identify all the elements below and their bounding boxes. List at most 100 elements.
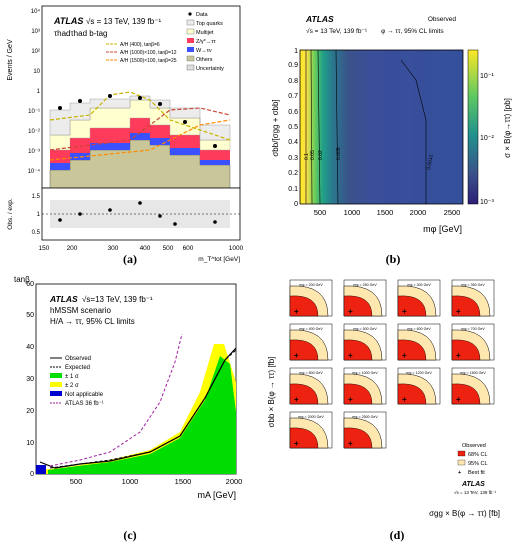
ytick: 0.5 bbox=[32, 230, 41, 236]
ytick: 0.6 bbox=[288, 109, 298, 116]
panel-b-contour-labels: 0.1 0.05 0.02 0.005 0.0012 bbox=[304, 147, 435, 170]
panel-a-ratio-yticks: 1.5 1 0.5 bbox=[32, 194, 41, 236]
ellipse-68 bbox=[343, 427, 373, 449]
ytick: 10 bbox=[26, 440, 34, 447]
legend-ztt: Z/γ*→ττ bbox=[196, 39, 216, 45]
xtick: 150 bbox=[39, 245, 50, 252]
xtick: 1500 bbox=[377, 208, 394, 217]
panel-b-xticks: 500 1000 1500 2000 2500 bbox=[314, 208, 461, 217]
panel-c-xticks: 500 1000 1500 2000 bbox=[70, 477, 243, 486]
panel-d-atlas: ATLAS bbox=[461, 481, 485, 488]
xtick: 2000 bbox=[226, 477, 243, 486]
legend-top: Top quarks bbox=[196, 21, 223, 27]
xtick: 500 bbox=[70, 477, 83, 486]
legend-95: 95% CL bbox=[468, 461, 488, 467]
ytick: 0.3 bbox=[288, 155, 298, 162]
ytick: 0.4 bbox=[288, 139, 298, 146]
xtick: 1000 bbox=[229, 245, 244, 252]
panel-b-atlas: ATLAS bbox=[305, 14, 334, 24]
mini-plot: + mφ = 600 GeV bbox=[397, 323, 441, 361]
best-fit-marker: + bbox=[456, 395, 461, 404]
ellipse-68 bbox=[343, 383, 373, 405]
panel-b-xlabel: mφ [GeV] bbox=[423, 224, 462, 234]
xtick: 400 bbox=[140, 245, 151, 252]
legend-atlas36: ATLAS 36 fb⁻¹ bbox=[65, 401, 104, 407]
ytick: 10 bbox=[33, 69, 40, 75]
mini-plot: + mφ = 800 GeV bbox=[289, 367, 333, 405]
contour-label: 0.02 bbox=[318, 150, 324, 160]
mini-plot: + mφ = 250 GeV bbox=[343, 279, 387, 317]
best-fit-marker: + bbox=[294, 307, 299, 316]
ytick: 0.5 bbox=[288, 124, 298, 131]
panel-d-ylabel: σbb × B(φ → ττ) [fb] bbox=[267, 357, 276, 428]
legend-2sigma: ± 2 σ bbox=[65, 383, 79, 389]
ellipse-68 bbox=[343, 339, 373, 361]
mini-plot-grid: +mφ = 200 GeV+mφ = 250 GeV+mφ = 300 GeV+… bbox=[289, 279, 495, 449]
data-points bbox=[58, 94, 217, 148]
ytick: 30 bbox=[26, 376, 34, 383]
legend-observed: Observed bbox=[65, 356, 91, 362]
best-fit-marker: + bbox=[348, 351, 353, 360]
xtick: 2000 bbox=[410, 208, 427, 217]
ellipse-68 bbox=[451, 383, 481, 405]
legend-not-applicable: Not applicable bbox=[65, 392, 104, 398]
ytick: 50 bbox=[26, 312, 34, 319]
best-fit-marker: + bbox=[294, 351, 299, 360]
ytick: 1 bbox=[294, 48, 298, 55]
mini-plot-mass-label: mφ = 800 GeV bbox=[299, 371, 323, 375]
ellipse-68 bbox=[289, 295, 319, 317]
legend-1sigma: ± 1 σ bbox=[65, 374, 79, 380]
ytick: 10⁴ bbox=[31, 8, 41, 15]
panel-b-yticks: 0 0.1 0.2 0.3 0.4 0.5 0.6 0.7 0.8 0.9 1 bbox=[288, 48, 298, 208]
ellipse-68 bbox=[397, 339, 427, 361]
panel-b-channel: φ → ττ, 95% CL limits bbox=[381, 28, 444, 35]
mini-plot-mass-label: mφ = 200 GeV bbox=[299, 283, 323, 287]
ztick: 10⁻³ bbox=[480, 199, 494, 206]
legend-68: 68% CL bbox=[468, 452, 488, 458]
best-fit-marker: + bbox=[348, 307, 353, 316]
ytick: 10⁻³ bbox=[28, 149, 40, 155]
ytick: 1 bbox=[37, 212, 41, 218]
legend-observed: Observed bbox=[462, 443, 486, 449]
mini-plot-mass-label: mφ = 400 GeV bbox=[299, 327, 323, 331]
best-fit-marker: + bbox=[402, 307, 407, 316]
panel-c-yticks: 0 10 20 30 40 50 60 bbox=[26, 281, 34, 478]
xtick: 1000 bbox=[344, 208, 361, 217]
panel-c-atlas: ATLAS bbox=[49, 294, 78, 304]
panel-c-channel: H/A → ττ, 95% CL limits bbox=[50, 317, 135, 326]
panel-a-atlas: ATLAS bbox=[53, 16, 83, 26]
ytick: 1.5 bbox=[32, 194, 41, 200]
best-fit-marker: + bbox=[456, 351, 461, 360]
mini-plot: + mφ = 1200 GeV bbox=[397, 367, 441, 405]
panel-b-observed: Observed bbox=[428, 16, 457, 23]
mini-plot: + mφ = 1000 GeV bbox=[343, 367, 387, 405]
ytick: 1 bbox=[37, 89, 41, 95]
panel-c-legend: Observed Expected ± 1 σ ± 2 σ Not applic… bbox=[50, 356, 104, 407]
mini-plot-mass-label: mφ = 2500 GeV bbox=[352, 415, 378, 419]
mini-plot-mass-label: mφ = 1500 GeV bbox=[460, 371, 486, 375]
legend-data: Data bbox=[196, 12, 209, 18]
mini-plot-mass-label: mφ = 300 GeV bbox=[407, 283, 431, 287]
ellipse-68 bbox=[397, 383, 427, 405]
contour-label: 0.0012 bbox=[426, 154, 435, 170]
ytick: 40 bbox=[26, 344, 34, 351]
mini-plot: + mφ = 350 GeV bbox=[451, 279, 495, 317]
legend-uncertainty: Uncertainty bbox=[196, 66, 224, 72]
panel-a-ylabel-top: Events / GeV bbox=[7, 39, 14, 81]
ytick: 10⁻¹ bbox=[28, 109, 40, 115]
ytick: 0 bbox=[30, 471, 34, 478]
contour-label: 0.05 bbox=[310, 150, 316, 160]
panel-a-yticks: 10⁴ 10³ 10² 10 1 10⁻¹ 10⁻² 10⁻³ 10⁻⁴ bbox=[28, 8, 41, 175]
panel-a-legend-right: Data Top quarks Multijet Z/γ*→ττ W→τν Ot… bbox=[186, 12, 224, 72]
xtick: 500 bbox=[314, 208, 327, 217]
ytick: 20 bbox=[26, 408, 34, 415]
panel-c: ATLAS √s=13 TeV, 139 fb⁻¹ hMSSM scenario… bbox=[0, 272, 250, 550]
mini-plot: + mφ = 500 GeV bbox=[343, 323, 387, 361]
svg-text:+: + bbox=[458, 470, 461, 476]
legend-a1000: A/H (1000)×100, tanβ=12 bbox=[120, 50, 177, 56]
panel-b-energy: √s = 13 TeV, 139 fb⁻¹ bbox=[306, 27, 368, 35]
mini-plot: + mφ = 2500 GeV bbox=[343, 411, 387, 449]
mini-plot: + mφ = 400 GeV bbox=[289, 323, 333, 361]
mini-plot: + mφ = 300 GeV bbox=[397, 279, 441, 317]
best-fit-marker: + bbox=[294, 395, 299, 404]
